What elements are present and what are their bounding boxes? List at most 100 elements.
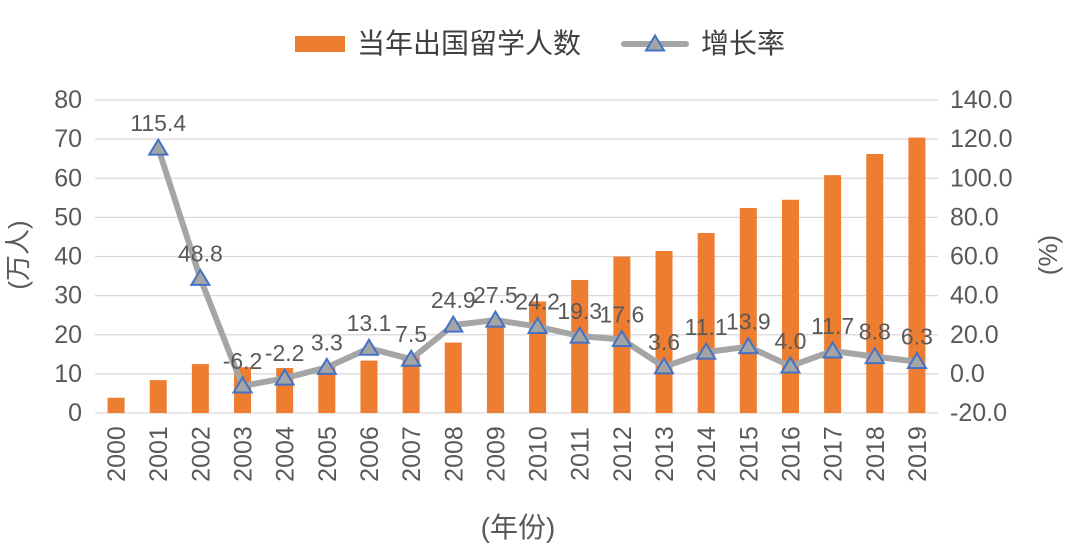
bar [908,137,926,413]
data-label: -6.2 [223,348,263,374]
data-label: 115.4 [130,110,186,136]
line-marker [821,340,844,359]
legend-item-students: 当年出国留学人数 [294,28,581,59]
left-axis-title: (万人) [3,220,33,290]
bar [149,380,167,413]
line-marker [316,356,338,375]
line-marker [864,346,886,365]
x-axis-tick-label: 2002 [187,426,215,482]
right-axis-tick-label: -20.0 [950,399,1007,427]
data-label: 24.2 [515,289,560,315]
left-axis-tick-label: 70 [54,125,82,153]
line-marker [273,367,296,386]
line-marker [653,356,675,375]
bar [739,207,757,413]
left-axis-tick-label: 40 [54,243,82,271]
line-marker [695,341,717,360]
line-marker [779,355,802,374]
x-axis-tick-label: 2004 [272,426,300,482]
line-marker [400,348,422,367]
bar [444,342,462,413]
bar [824,175,842,413]
data-label: 48.8 [178,240,223,266]
data-label: 11.7 [811,313,854,339]
data-label: 13.1 [347,310,392,336]
line-series-swatch-icon [621,33,689,52]
line-marker [147,137,169,156]
data-label: 3.3 [311,329,343,355]
x-axis-tick-label: 2007 [398,426,426,482]
left-axis-tick-label: 20 [54,321,82,349]
x-axis-title: (年份) [480,512,556,543]
x-axis-tick-label: 2009 [482,426,510,482]
data-label: 17.6 [599,301,644,327]
left-axis-tick-label: 80 [54,86,82,114]
bar [318,366,336,413]
x-axis-tick-label: 2000 [103,426,131,482]
data-label: 7.5 [395,321,427,347]
data-label: 11.1 [685,314,728,340]
x-axis-tick-label: 2010 [525,426,553,482]
bar [107,397,125,413]
left-axis-tick-label: 50 [54,203,82,231]
data-label: 27.5 [473,282,518,308]
bar [486,323,504,413]
bar [781,199,799,413]
right-axis-tick-label: 40.0 [950,282,999,310]
x-axis-tick-label: 2014 [693,426,721,482]
right-axis-tick-label: 80.0 [950,203,999,231]
right-axis-tick-label: 140.0 [950,86,1013,114]
data-label: 19.3 [557,298,602,324]
right-axis-title: (%) [1033,234,1063,276]
data-label: 24.9 [431,287,476,313]
data-label: 6.3 [901,324,933,350]
right-axis-tick-label: 0.0 [950,360,985,388]
x-axis-tick-label: 2008 [440,426,468,482]
x-axis-tick-label: 2005 [314,426,342,482]
line-marker [231,375,254,394]
left-axis-tick-label: 10 [54,360,82,388]
line-marker [358,337,380,356]
x-axis-tick-label: 2019 [904,426,932,482]
x-axis-tick-label: 2006 [356,426,384,482]
bar [191,364,209,413]
data-label: -2.2 [265,340,305,366]
x-axis-tick-label: 2013 [651,426,679,482]
bar-series-swatch-icon [294,36,345,52]
line-marker [611,329,633,347]
line-marker [737,336,760,355]
chart-legend: 当年出国留学人数 增长率 [0,30,1080,58]
right-axis-tick-label: 60.0 [950,243,999,271]
line-marker [442,314,465,333]
bar [571,279,589,413]
x-axis-tick-label: 2011 [567,427,595,481]
x-axis-tick-label: 2017 [820,426,848,482]
right-axis-tick-label: 20.0 [950,321,999,349]
line-marker [568,325,591,344]
x-axis-tick-label: 2015 [735,426,763,482]
line-marker [189,267,212,286]
line-marker [484,309,507,328]
bar [697,233,715,413]
data-label: 4.0 [774,328,806,354]
x-axis-tick-label: 2001 [145,426,173,482]
right-axis-tick-label: 100.0 [950,164,1013,192]
bar [402,356,420,413]
x-axis-tick-label: 2012 [609,426,637,482]
line-marker [906,351,928,370]
legend-label-growth-rate: 增长率 [701,28,786,59]
legend-label-students: 当年出国留学人数 [356,28,581,59]
data-label: 3.6 [648,329,680,355]
left-axis-tick-label: 30 [54,282,82,310]
left-axis-tick-label: 60 [54,164,82,192]
line-marker [526,316,549,335]
x-axis-tick-label: 2018 [862,426,890,482]
bar [360,360,378,413]
legend-item-growth-rate: 增长率 [621,30,785,58]
x-axis-tick-label: 2003 [230,426,258,482]
right-axis-tick-label: 120.0 [950,125,1013,153]
data-label: 13.9 [726,309,771,335]
left-axis-tick-label: 0 [68,399,82,427]
